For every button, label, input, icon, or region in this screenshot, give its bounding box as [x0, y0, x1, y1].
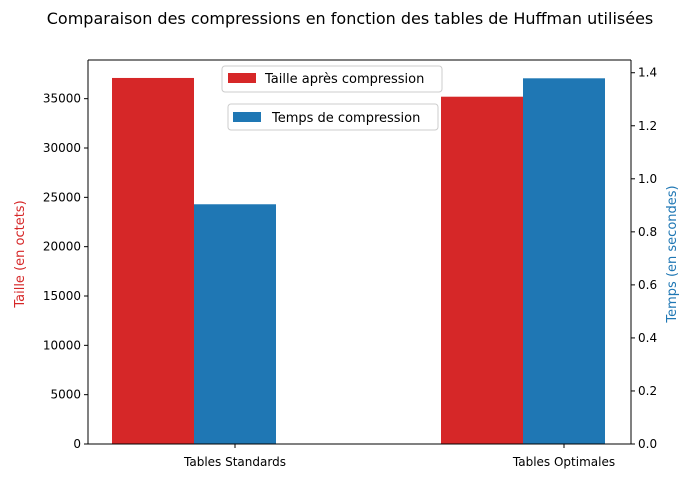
y-tick-right-label: 0.0 — [638, 437, 657, 451]
legend-label-time: Temps de compression — [271, 111, 420, 126]
legend-label-size: Taille après compression — [264, 72, 424, 87]
chart-title: Comparaison des compressions en fonction… — [47, 9, 654, 28]
legend-time: Temps de compression — [228, 104, 438, 130]
y-tick-right-label: 0.2 — [638, 384, 657, 398]
y-tick-right-label: 0.8 — [638, 225, 657, 239]
y-tick-left-label: 5000 — [50, 388, 81, 402]
y-tick-left-label: 30000 — [43, 141, 81, 155]
y-tick-left-label: 35000 — [43, 92, 81, 106]
y-axis-label-left: Taille (en octets) — [13, 200, 28, 308]
legend-swatch-time — [233, 112, 261, 122]
y-tick-left-label: 15000 — [43, 289, 81, 303]
legend-swatch-size — [228, 73, 256, 83]
x-tick-label: Tables Optimales — [512, 455, 615, 469]
y-tick-left-label: 20000 — [43, 240, 81, 254]
bar-size-0 — [112, 78, 194, 444]
y-tick-right-label: 1.4 — [638, 66, 657, 80]
bar-time-0 — [194, 204, 276, 444]
y-tick-left-label: 25000 — [43, 190, 81, 204]
x-tick-label: Tables Standards — [183, 455, 286, 469]
y-tick-right-label: 1.0 — [638, 172, 657, 186]
bar-size-1 — [441, 97, 523, 444]
y-tick-left-label: 0 — [73, 437, 81, 451]
y-tick-left-label: 10000 — [43, 338, 81, 352]
y-tick-right-label: 0.6 — [638, 278, 657, 292]
legend-size: Taille après compression — [222, 66, 442, 92]
y-axis-label-right: Temps (en secondes) — [665, 185, 680, 323]
y-tick-right-label: 0.4 — [638, 331, 657, 345]
bar-time-1 — [523, 78, 605, 444]
y-tick-right-label: 1.2 — [638, 119, 657, 133]
